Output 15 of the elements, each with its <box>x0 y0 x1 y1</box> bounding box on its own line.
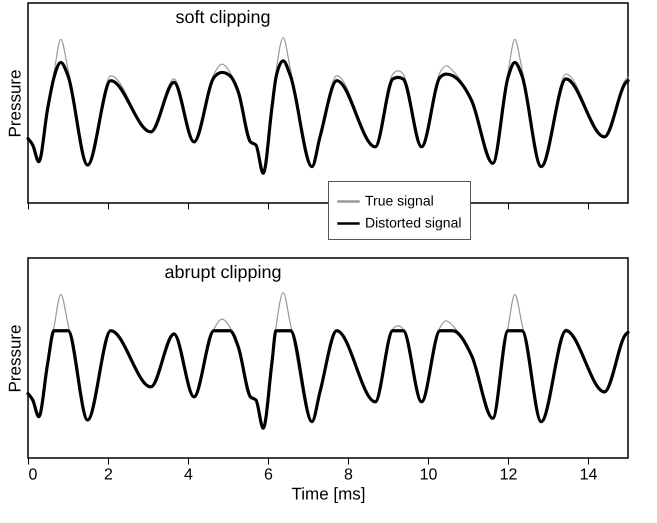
x-axis-title: Time [ms] <box>292 484 366 504</box>
x-tick-label: 0 <box>28 466 38 484</box>
y-axis-title: Pressure <box>6 324 24 393</box>
x-tick-label: 10 <box>420 466 438 484</box>
x-tick-label: 6 <box>264 466 274 484</box>
x-tick-label: 2 <box>104 466 114 484</box>
text: abrupt clipping <box>164 262 282 282</box>
x-tick-label: 14 <box>580 466 598 484</box>
text: soft clipping <box>175 7 271 27</box>
legend-label: True signal <box>365 192 434 208</box>
y-axis-title: Pressure <box>6 69 24 138</box>
x-tick-label: 8 <box>344 466 354 484</box>
legend-label: Distorted signal <box>365 214 462 230</box>
x-tick-label: 12 <box>500 466 518 484</box>
x-tick-label: 4 <box>184 466 194 484</box>
